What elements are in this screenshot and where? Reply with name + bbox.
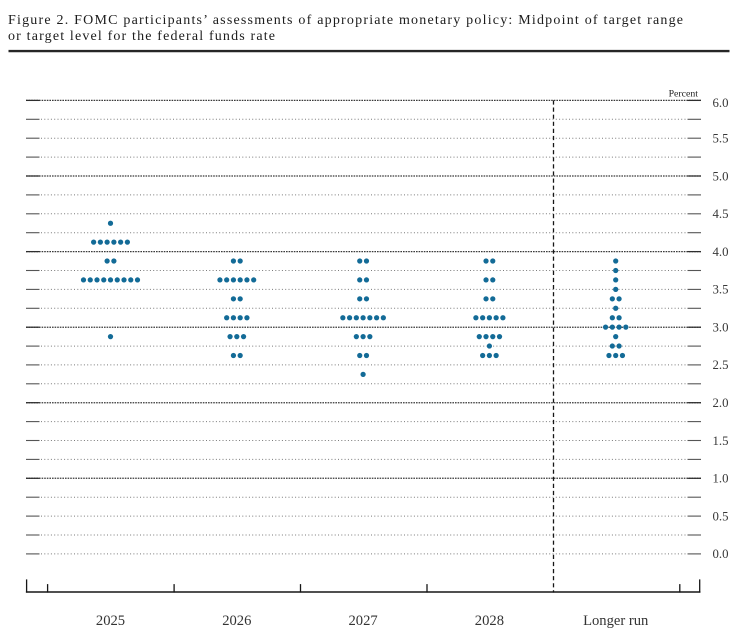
svg-text:Longer run: Longer run bbox=[583, 613, 649, 629]
svg-text:1.0: 1.0 bbox=[713, 472, 729, 486]
svg-text:1.5: 1.5 bbox=[713, 434, 729, 448]
svg-text:3.5: 3.5 bbox=[713, 283, 729, 297]
svg-text:0.5: 0.5 bbox=[713, 509, 729, 523]
svg-text:or target level for the federa: or target level for the federal funds ra… bbox=[8, 29, 275, 44]
svg-text:2.0: 2.0 bbox=[713, 396, 729, 410]
svg-text:4.5: 4.5 bbox=[713, 207, 729, 221]
svg-text:2028: 2028 bbox=[475, 613, 504, 629]
svg-text:2027: 2027 bbox=[349, 613, 378, 629]
svg-text:Figure 2. FOMC participants’ a: Figure 2. FOMC participants’ assessments… bbox=[8, 13, 683, 28]
svg-text:2025: 2025 bbox=[96, 613, 125, 629]
svg-text:5.0: 5.0 bbox=[713, 169, 729, 183]
svg-text:6.0: 6.0 bbox=[713, 96, 729, 110]
svg-text:2026: 2026 bbox=[222, 613, 251, 629]
svg-text:4.0: 4.0 bbox=[713, 245, 729, 259]
svg-text:Percent: Percent bbox=[669, 89, 699, 100]
svg-text:3.0: 3.0 bbox=[713, 321, 729, 335]
svg-text:5.5: 5.5 bbox=[713, 132, 729, 146]
svg-text:2.5: 2.5 bbox=[713, 358, 729, 372]
svg-text:0.0: 0.0 bbox=[713, 547, 729, 561]
